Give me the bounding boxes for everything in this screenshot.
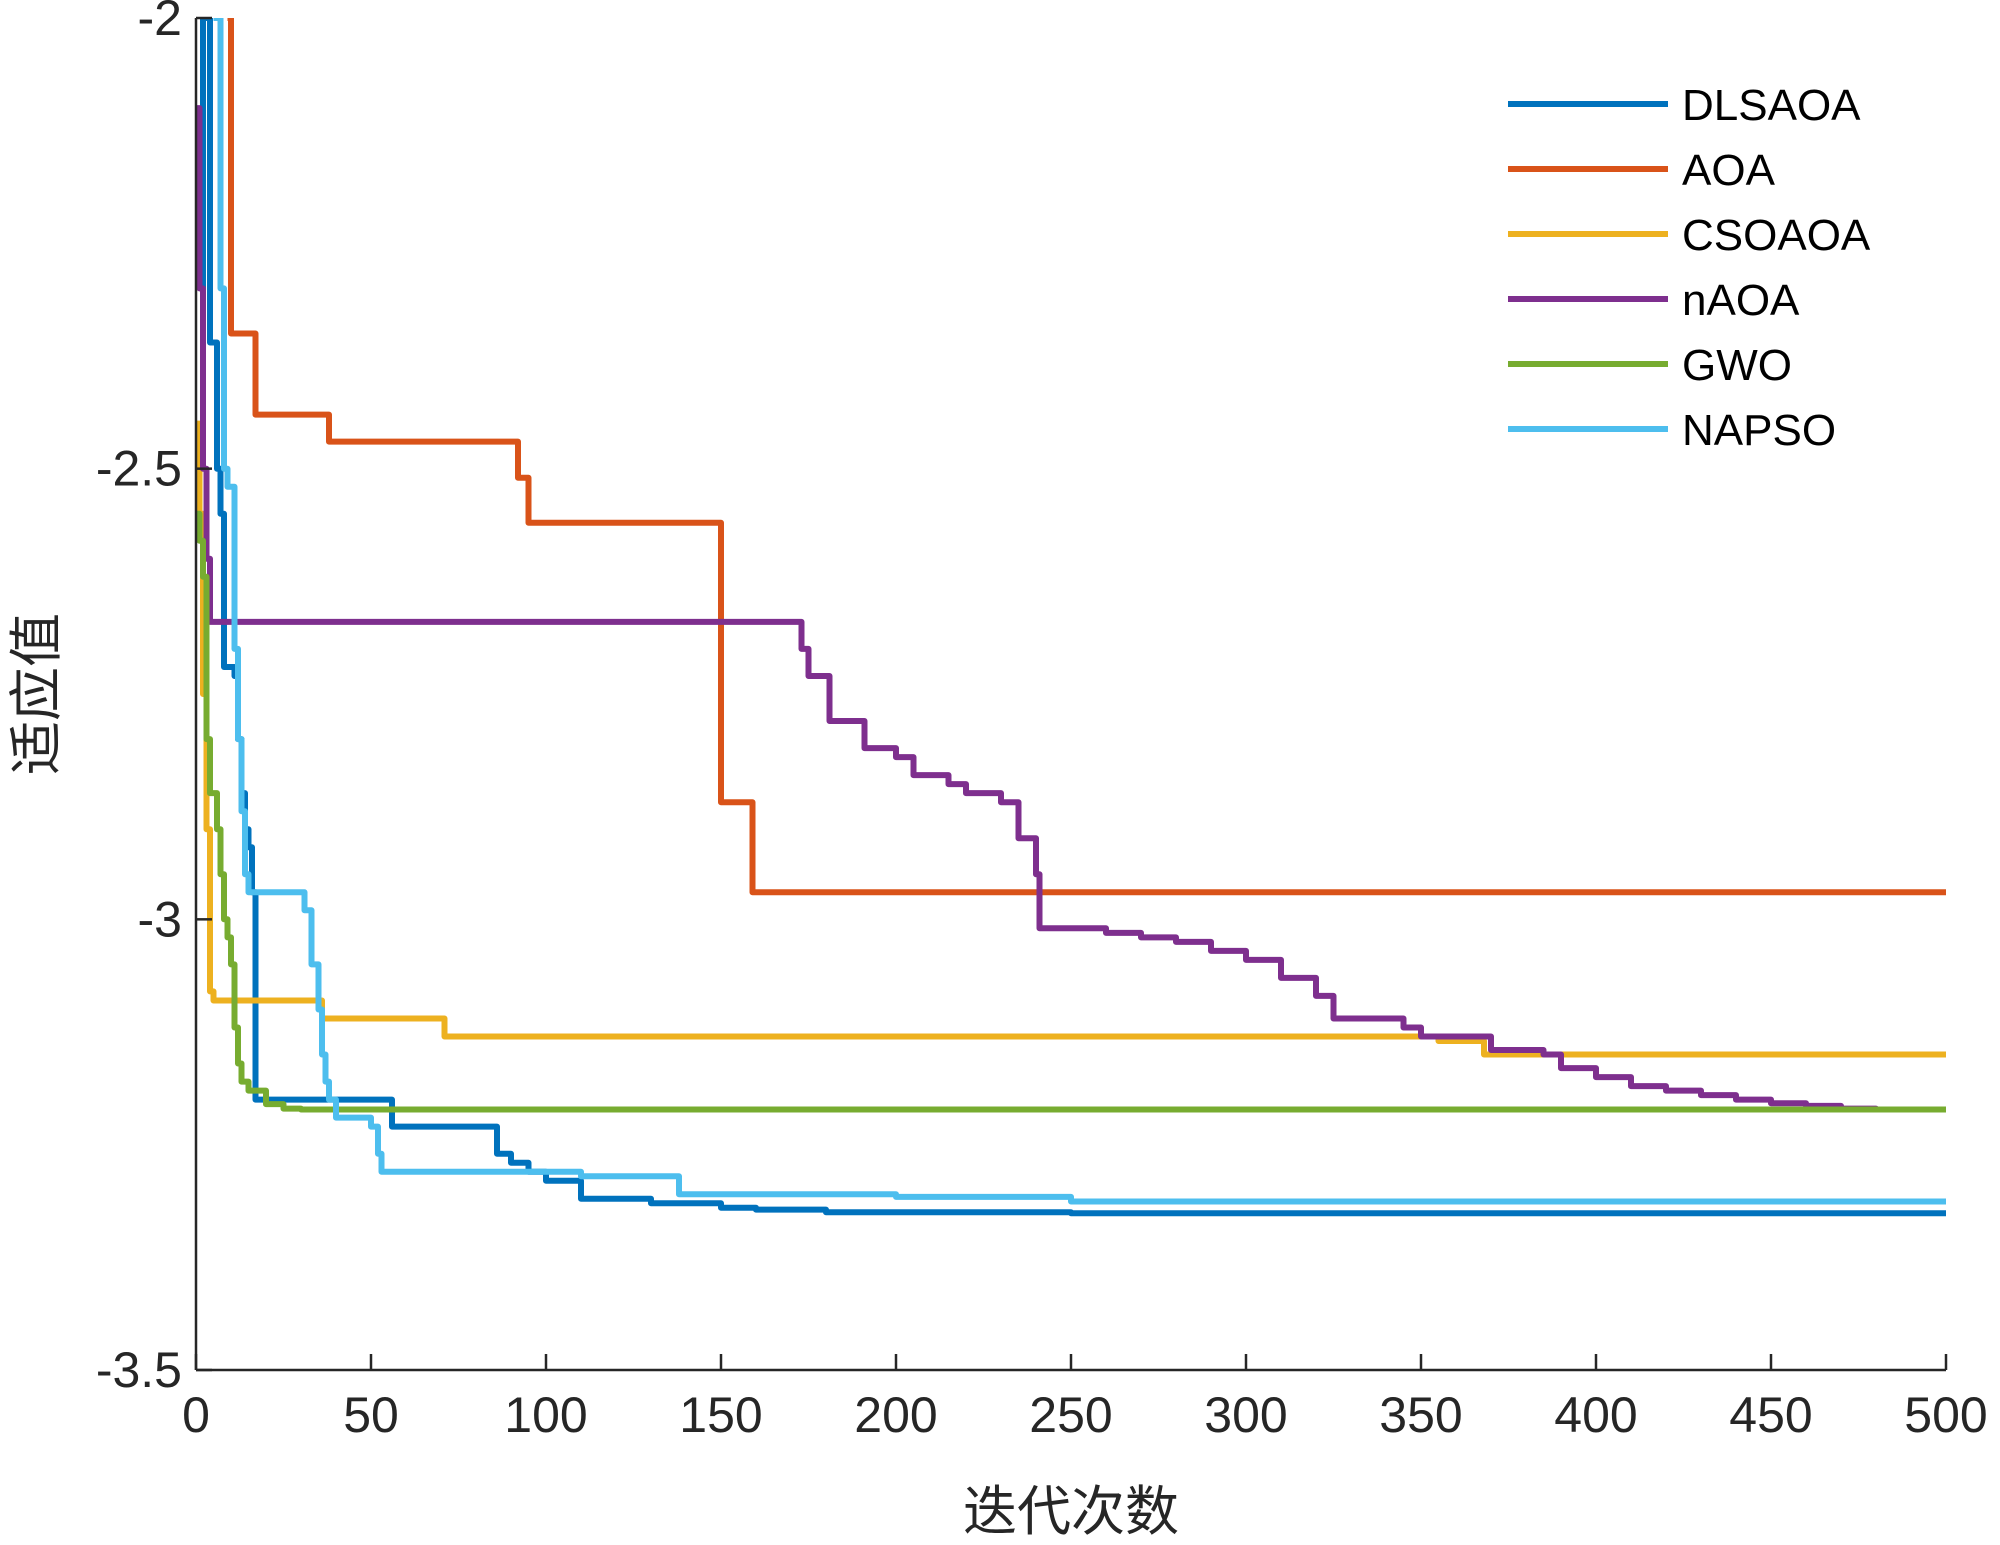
legend-label-dlsaoa: DLSAOA [1682,81,1861,130]
x-tick-label: 400 [1554,1387,1637,1443]
x-tick-label: 100 [504,1387,587,1443]
series-line-napso [213,18,1946,1205]
y-tick-label: -3.5 [96,1342,182,1398]
series-layer [196,18,1946,1217]
x-axis-title: 迭代次数 [963,1480,1179,1543]
y-axis-title: 适应值 [5,613,68,775]
legend-label-aoa: AOA [1682,146,1776,195]
x-tick-label: 500 [1904,1387,1987,1443]
x-tick-label: 0 [182,1387,210,1443]
x-tick-label: 300 [1204,1387,1287,1443]
legend-label-naoa: nAOA [1682,276,1800,325]
legend-label-gwo: GWO [1682,341,1792,390]
series-line-dlsaoa [199,18,1946,1217]
series-line-aoa [227,18,1946,896]
legend: DLSAOA AOA CSOAOA nAOA GWO NAPSO [1508,81,1871,455]
series-line-csoaoa [196,420,1946,1058]
x-tick-label: 250 [1029,1387,1112,1443]
y-tick-label: -3 [138,891,182,947]
y-tick-label: -2 [138,0,182,46]
x-tick-label: 50 [343,1387,399,1443]
legend-label-csoaoa: CSOAOA [1682,211,1871,260]
y-tick-label: -2.5 [96,441,182,497]
legend-label-napso: NAPSO [1682,406,1836,455]
x-tick-label: 150 [679,1387,762,1443]
x-tick-label: 350 [1379,1387,1462,1443]
x-tick-label: 200 [854,1387,937,1443]
series-line-naoa [196,105,1946,1113]
ticks: 0 50 100 150 200 250 300 350 400 450 500 -2 -2.5 -3 -3… [96,0,1988,1443]
series-line-gwo [196,510,1946,1113]
x-tick-label: 450 [1729,1387,1812,1443]
